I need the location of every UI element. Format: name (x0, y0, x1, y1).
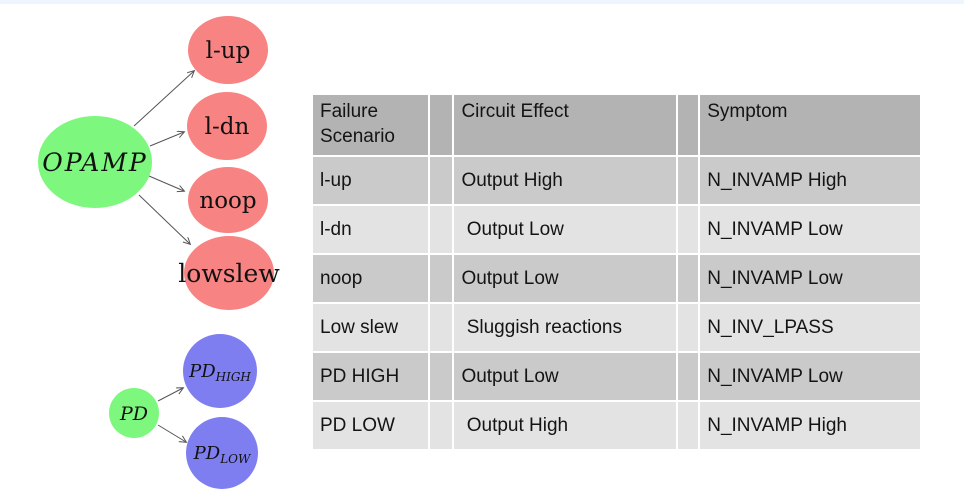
header-spacer-2 (678, 95, 699, 155)
fault-tree-diagram: OPAMP l-up l-dn noop lowslew PD PDHIGH P… (38, 16, 280, 489)
cell-circuit-effect: Output Low (454, 353, 677, 400)
cell-symptom: N_INVAMP High (700, 402, 920, 449)
pdlow-base: PD (193, 443, 221, 464)
failure-scenario-table: Failure Scenario Circuit Effect Symptom … (311, 93, 922, 451)
pdhigh-node-label: PDHIGH (188, 361, 251, 384)
lowslew-node-label: lowslew (178, 259, 280, 288)
cell-spacer (678, 402, 699, 449)
table-row: Low slew Sluggish reactions N_INV_LPASS (313, 304, 920, 351)
cell-failure-scenario: PD HIGH (313, 353, 429, 400)
cell-spacer (430, 353, 453, 400)
pd-node-label: PD (119, 403, 148, 425)
table-row: l-up Output High N_INVAMP High (313, 157, 920, 204)
edge-pd-to-pdlow (157, 424, 186, 442)
cell-spacer (678, 304, 699, 351)
table-header-row: Failure Scenario Circuit Effect Symptom (313, 95, 920, 155)
pdlow-subscript: LOW (219, 452, 252, 466)
lowslew-node (184, 236, 274, 310)
cell-spacer (430, 157, 453, 204)
lup-node (188, 16, 268, 84)
top-accent-strip (0, 0, 964, 4)
table-row: l-dn Output Low N_INVAMP Low (313, 206, 920, 253)
header-symptom: Symptom (700, 95, 920, 155)
table-row: noop Output Low N_INVAMP Low (313, 255, 920, 302)
cell-failure-scenario: PD LOW (313, 402, 429, 449)
cell-circuit-effect: Output Low (454, 206, 677, 253)
pd-node (109, 388, 159, 438)
edge-opamp-to-lup (133, 71, 194, 127)
cell-spacer (678, 206, 699, 253)
pdhigh-base: PD (188, 361, 216, 382)
cell-symptom: N_INVAMP Low (700, 255, 920, 302)
header-circuit-effect: Circuit Effect (454, 95, 677, 155)
opamp-node-label: OPAMP (42, 148, 148, 177)
cell-spacer (678, 255, 699, 302)
cell-circuit-effect: Sluggish reactions (454, 304, 677, 351)
pdhigh-node (183, 334, 257, 408)
pdlow-node (186, 417, 258, 489)
edge-pd-to-pdhigh (157, 388, 183, 402)
cell-failure-scenario: Low slew (313, 304, 429, 351)
edge-opamp-to-noop (148, 175, 184, 191)
cell-circuit-effect: Output Low (454, 255, 677, 302)
cell-spacer (678, 353, 699, 400)
noop-node (188, 167, 268, 233)
ldn-node (187, 92, 267, 160)
cell-symptom: N_INVAMP High (700, 157, 920, 204)
table-row: PD HIGH Output Low N_INVAMP Low (313, 353, 920, 400)
cell-failure-scenario: l-up (313, 157, 429, 204)
cell-circuit-effect: Output High (454, 157, 677, 204)
header-failure-scenario: Failure Scenario (313, 95, 429, 155)
ldn-node-label: l-dn (205, 114, 250, 140)
pdhigh-subscript: HIGH (215, 370, 252, 384)
edge-opamp-to-ldn (149, 132, 184, 147)
cell-symptom: N_INVAMP Low (700, 206, 920, 253)
table-row: PD LOW Output High N_INVAMP High (313, 402, 920, 449)
edge-opamp-to-lowslew (138, 194, 190, 244)
cell-spacer (430, 255, 453, 302)
cell-spacer (430, 206, 453, 253)
cell-failure-scenario: noop (313, 255, 429, 302)
lup-node-label: l-up (206, 38, 251, 64)
cell-symptom: N_INVAMP Low (700, 353, 920, 400)
cell-failure-scenario: l-dn (313, 206, 429, 253)
cell-spacer (430, 402, 453, 449)
opamp-node (38, 116, 152, 208)
cell-spacer (430, 304, 453, 351)
cell-circuit-effect: Output High (454, 402, 677, 449)
cell-symptom: N_INV_LPASS (700, 304, 920, 351)
pdlow-node-label: PDLOW (193, 443, 252, 466)
noop-node-label: noop (199, 188, 256, 214)
cell-spacer (678, 157, 699, 204)
header-spacer-1 (430, 95, 453, 155)
